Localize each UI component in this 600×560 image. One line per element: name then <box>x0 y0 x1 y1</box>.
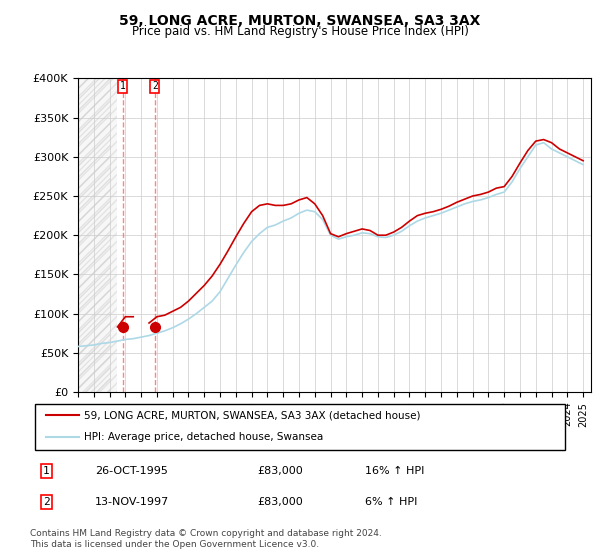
Text: 1: 1 <box>119 81 125 91</box>
Text: £83,000: £83,000 <box>257 497 302 507</box>
Text: 2: 2 <box>152 81 158 91</box>
Text: Price paid vs. HM Land Registry's House Price Index (HPI): Price paid vs. HM Land Registry's House … <box>131 25 469 38</box>
Text: 2: 2 <box>43 497 50 507</box>
FancyBboxPatch shape <box>35 404 565 450</box>
Text: 13-NOV-1997: 13-NOV-1997 <box>95 497 169 507</box>
Text: 59, LONG ACRE, MURTON, SWANSEA, SA3 3AX (detached house): 59, LONG ACRE, MURTON, SWANSEA, SA3 3AX … <box>84 410 421 420</box>
Text: 1: 1 <box>43 466 50 476</box>
Text: 59, LONG ACRE, MURTON, SWANSEA, SA3 3AX: 59, LONG ACRE, MURTON, SWANSEA, SA3 3AX <box>119 14 481 28</box>
Text: 6% ↑ HPI: 6% ↑ HPI <box>365 497 417 507</box>
Text: 26-OCT-1995: 26-OCT-1995 <box>95 466 167 476</box>
Text: Contains HM Land Registry data © Crown copyright and database right 2024.
This d: Contains HM Land Registry data © Crown c… <box>30 529 382 549</box>
Text: 16% ↑ HPI: 16% ↑ HPI <box>365 466 424 476</box>
Text: HPI: Average price, detached house, Swansea: HPI: Average price, detached house, Swan… <box>84 432 323 442</box>
Text: £83,000: £83,000 <box>257 466 302 476</box>
